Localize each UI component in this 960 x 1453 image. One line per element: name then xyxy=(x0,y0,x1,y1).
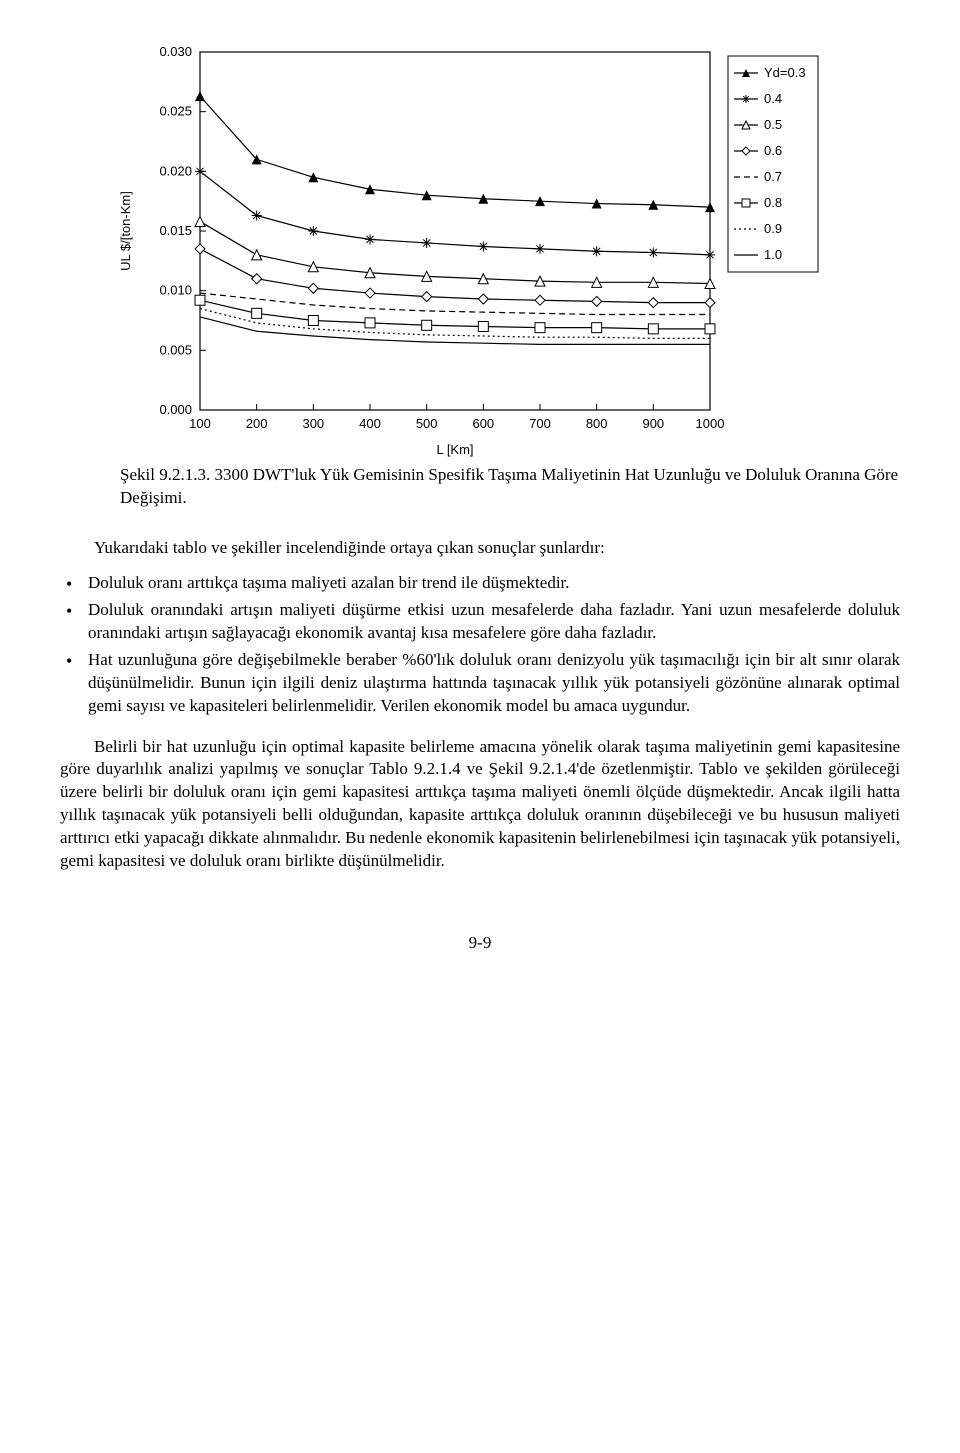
svg-text:100: 100 xyxy=(189,416,211,431)
page-number: 9-9 xyxy=(60,933,900,953)
svg-text:0.6: 0.6 xyxy=(764,143,782,158)
list-item: Hat uzunluğuna göre değişebilmekle berab… xyxy=(60,649,900,718)
svg-text:0.000: 0.000 xyxy=(159,402,192,417)
svg-text:700: 700 xyxy=(529,416,551,431)
svg-text:L [Km]: L [Km] xyxy=(436,442,473,457)
cost-vs-distance-chart: 0.000 0.005 0.010 0.015 0.020 0.025 0.030 100 20… xyxy=(100,40,860,460)
svg-text:0.015: 0.015 xyxy=(159,223,192,238)
svg-text:500: 500 xyxy=(416,416,438,431)
figure-caption: Şekil 9.2.1.3. 3300 DWT'luk Yük Gemisini… xyxy=(120,464,900,510)
svg-text:400: 400 xyxy=(359,416,381,431)
svg-text:1.0: 1.0 xyxy=(764,247,782,262)
intro-text: Yukarıdaki tablo ve şekiller incelendiği… xyxy=(60,538,900,558)
svg-text:0.020: 0.020 xyxy=(159,163,192,178)
body-paragraph: Belirli bir hat uzunluğu için optimal ka… xyxy=(60,736,900,874)
svg-text:0.025: 0.025 xyxy=(159,104,192,119)
chart-container: 0.000 0.005 0.010 0.015 0.020 0.025 0.030 100 20… xyxy=(60,40,900,460)
svg-text:600: 600 xyxy=(472,416,494,431)
svg-text:0.7: 0.7 xyxy=(764,169,782,184)
svg-text:0.005: 0.005 xyxy=(159,342,192,357)
svg-text:200: 200 xyxy=(246,416,268,431)
svg-text:UL $/[ton-Km]: UL $/[ton-Km] xyxy=(118,191,133,271)
list-item: Doluluk oranı arttıkça taşıma maliyeti a… xyxy=(60,572,900,595)
caption-text: 3300 DWT'luk Yük Gemisinin Spesifik Taşı… xyxy=(120,465,898,507)
svg-text:800: 800 xyxy=(586,416,608,431)
svg-text:0.8: 0.8 xyxy=(764,195,782,210)
svg-text:0.010: 0.010 xyxy=(159,283,192,298)
bullet-list: Doluluk oranı arttıkça taşıma maliyeti a… xyxy=(60,572,900,718)
svg-text:0.4: 0.4 xyxy=(764,91,782,106)
svg-text:300: 300 xyxy=(302,416,324,431)
svg-text:0.9: 0.9 xyxy=(764,221,782,236)
caption-number: Şekil 9.2.1.3. xyxy=(120,465,210,484)
svg-text:1000: 1000 xyxy=(696,416,725,431)
svg-text:Yd=0.3: Yd=0.3 xyxy=(764,65,806,80)
list-item: Doluluk oranındaki artışın maliyeti düşü… xyxy=(60,599,900,645)
svg-text:0.030: 0.030 xyxy=(159,44,192,59)
svg-text:900: 900 xyxy=(642,416,664,431)
svg-text:0.5: 0.5 xyxy=(764,117,782,132)
